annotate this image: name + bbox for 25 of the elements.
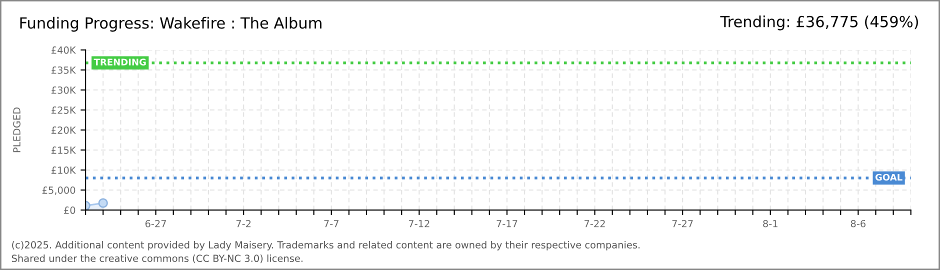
x-tick-label: 6-27 (145, 220, 166, 228)
y-tick-label: £35K (51, 66, 76, 74)
y-tick-label: £25K (51, 106, 76, 114)
ref-line-label: GOAL (875, 174, 902, 181)
x-tick-label: 7-22 (584, 220, 605, 228)
x-tick-label: 7-27 (672, 220, 693, 228)
y-tick-label: £5,000 (42, 186, 76, 195)
y-tick-label: £40K (51, 46, 76, 54)
ref-line-label: TRENDING (94, 58, 146, 66)
x-tick-label: 7-2 (236, 220, 251, 228)
y-tick-label: £10K (51, 166, 76, 174)
y-axis-title: PLEDGED (13, 108, 20, 152)
x-tick-label: 8-1 (763, 220, 778, 228)
y-tick-label: £0 (64, 206, 76, 214)
x-tick-label: 8-6 (850, 220, 866, 228)
x-tick-label: 7-7 (324, 220, 338, 228)
x-tick-label: 7-12 (408, 220, 430, 228)
x-tick-label: 7-17 (496, 220, 518, 228)
chart-title: Funding Progress: Wakefire : The Album (20, 16, 322, 32)
y-tick-label: £30K (51, 86, 76, 94)
chart-subtitle: Trending: £36,775 (459%) (720, 16, 918, 30)
text: Shared under the creative commons (CC BY-NC 3.0) license. (12, 254, 302, 264)
y-tick-label: £15K (51, 146, 76, 154)
y-tick-label: £20K (51, 126, 76, 134)
text: (c)2025. Additional content provided by Lady Maisery. Trademarks and related content are owned by their respective companies. (12, 240, 640, 250)
